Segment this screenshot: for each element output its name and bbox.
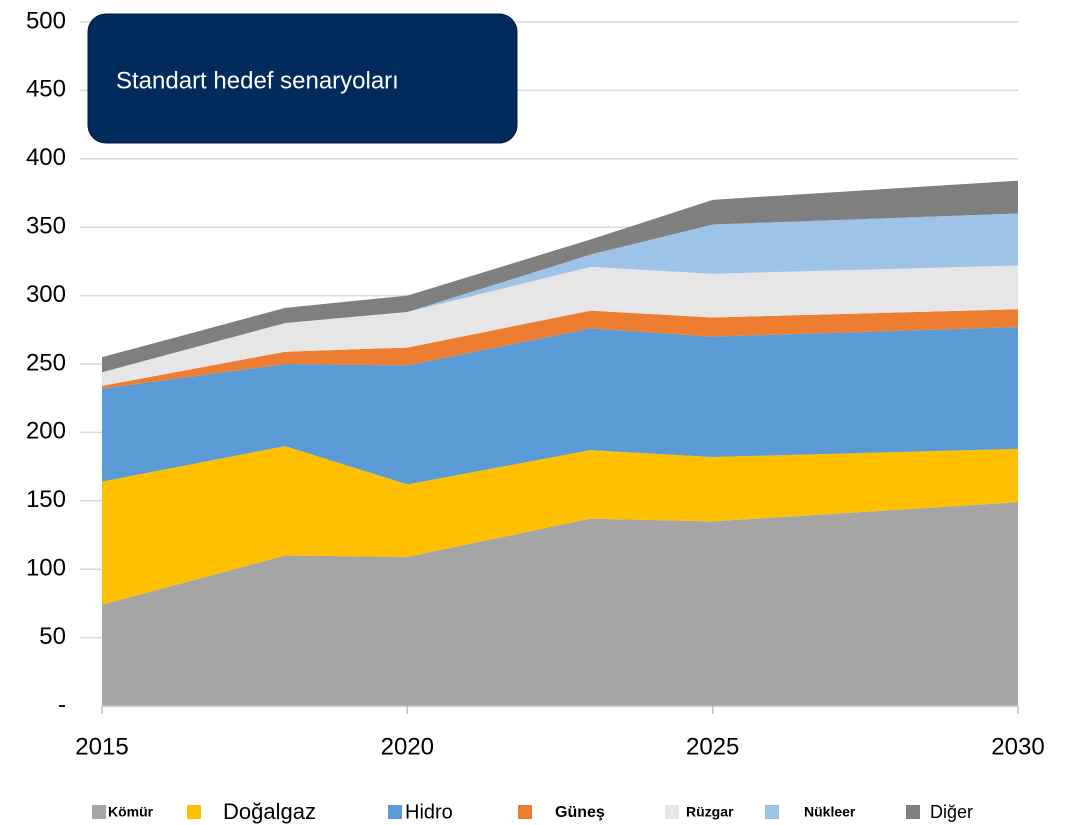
y-tick-label: 500 — [26, 7, 66, 34]
y-tick-label: 250 — [26, 349, 66, 376]
y-tick-label: 400 — [26, 144, 66, 171]
legend-label: Diğer — [930, 802, 973, 822]
legend-swatch — [665, 805, 679, 819]
y-tick-label: 100 — [26, 555, 66, 582]
area — [102, 446, 1018, 605]
areas — [102, 180, 1018, 706]
chart-title: Standart hedef senaryoları — [116, 67, 399, 94]
x-tick-label: 2030 — [991, 733, 1044, 760]
legend-label: Hidro — [405, 801, 453, 823]
legend-label: Kömür — [108, 804, 154, 820]
area — [102, 309, 1018, 389]
area — [102, 327, 1018, 485]
area — [102, 502, 1018, 706]
title-box — [87, 13, 518, 144]
area — [102, 265, 1018, 386]
legend-label: Rüzgar — [686, 804, 734, 820]
axes: - 50 100 150 200 250 300 350 400 450 500 2015 2020 20… — [26, 7, 1045, 760]
y-tick-label: 450 — [26, 76, 66, 103]
y-tick-label: 50 — [39, 623, 66, 650]
y-tick-label: 150 — [26, 486, 66, 513]
y-tick-label: 300 — [26, 281, 66, 308]
legend-swatch — [92, 805, 106, 819]
legend-swatch — [187, 805, 201, 819]
y-tick-label: - — [58, 691, 66, 718]
legend-swatch — [388, 805, 402, 819]
legend-swatch — [765, 805, 779, 819]
legend-label: Nükleer — [804, 804, 856, 820]
y-tick-label: 200 — [26, 418, 66, 445]
y-tick-label: 350 — [26, 213, 66, 240]
area — [102, 213, 1018, 373]
x-tick-label: 2020 — [381, 733, 434, 760]
area — [102, 180, 1018, 373]
legend-swatch — [518, 805, 532, 819]
legend: Kömür Doğalgaz Hidro Güneş Rüzgar Nükleer Diğe… — [92, 799, 973, 824]
legend-label: Güneş — [555, 804, 605, 821]
x-tick-label: 2015 — [75, 733, 128, 760]
x-tick-label: 2025 — [686, 733, 739, 760]
legend-swatch — [906, 805, 920, 819]
legend-label: Doğalgaz — [223, 799, 316, 824]
